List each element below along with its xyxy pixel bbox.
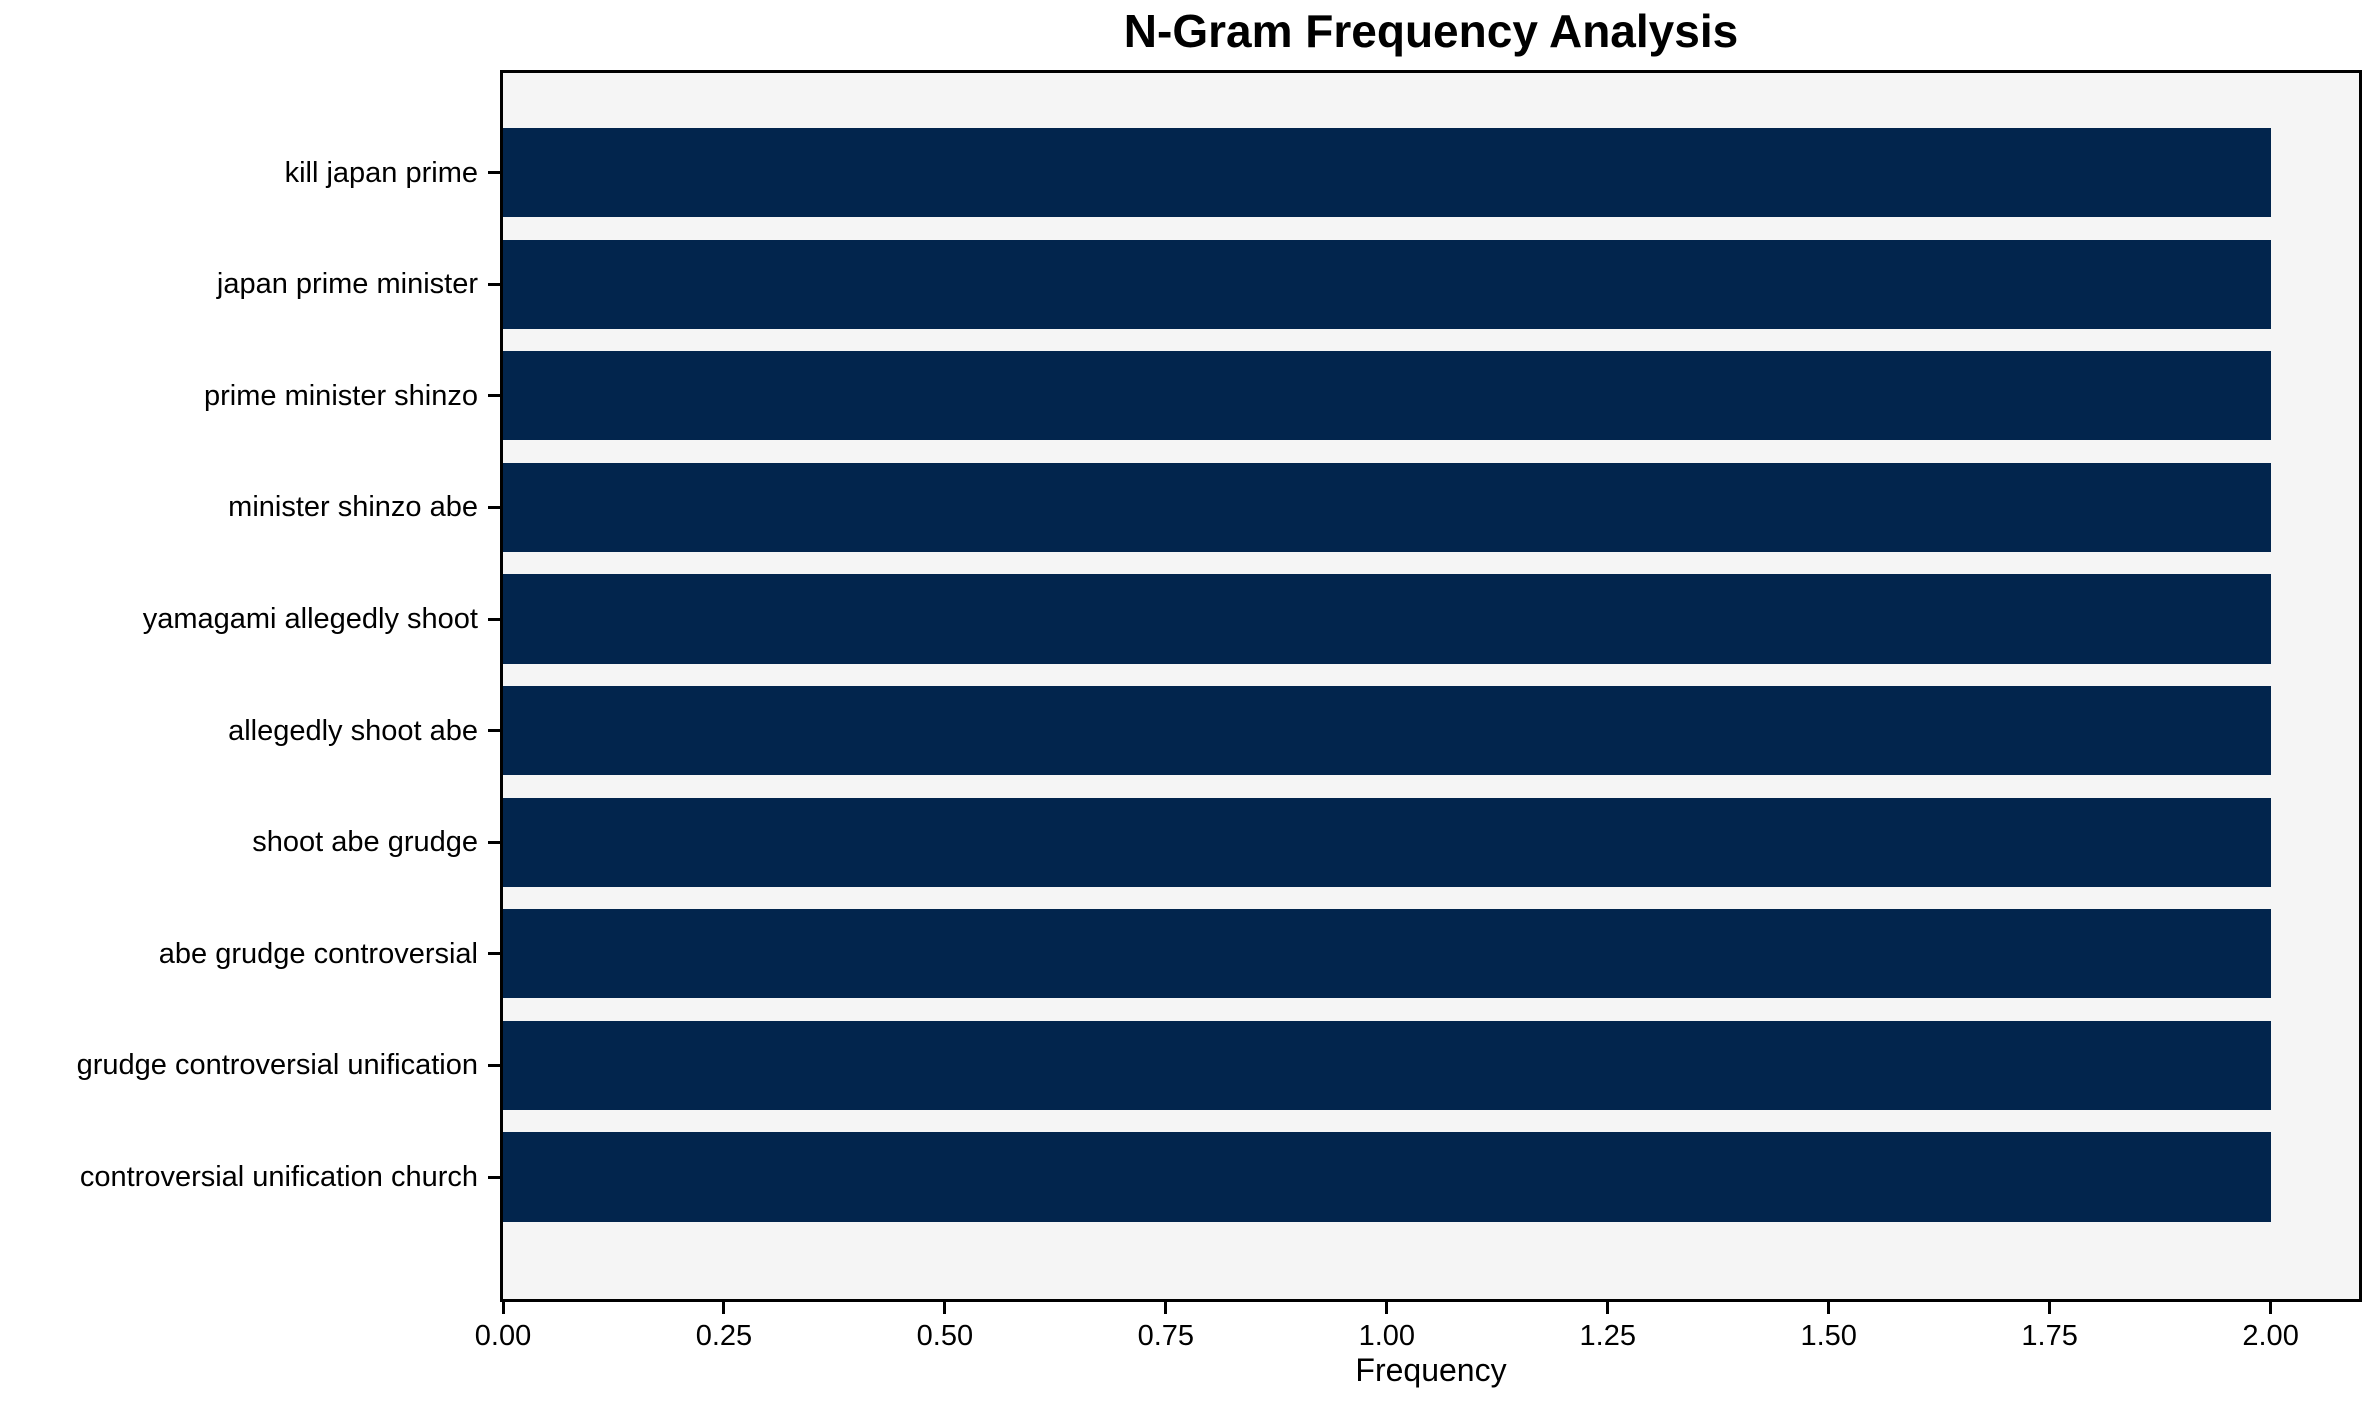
x-tick-mark: [943, 1302, 947, 1314]
bar: [503, 686, 2271, 776]
x-tick-mark: [2269, 1302, 2273, 1314]
x-tick-mark: [1385, 1302, 1389, 1314]
x-tick-mark: [1606, 1302, 1610, 1314]
y-tick-label: japan prime minister: [216, 268, 478, 301]
chart-title: N-Gram Frequency Analysis: [1123, 5, 1739, 57]
y-tick-mark: [488, 1063, 500, 1067]
x-tick-mark: [501, 1302, 505, 1314]
bar: [503, 128, 2271, 218]
y-tick-mark: [488, 505, 500, 509]
x-tick-label: 1.00: [1358, 1320, 1416, 1352]
x-tick-label: 0.00: [474, 1320, 532, 1352]
y-tick-mark: [488, 394, 500, 398]
bar: [503, 797, 2271, 887]
y-tick-mark: [488, 617, 500, 621]
x-tick-mark: [1164, 1302, 1168, 1314]
y-tick-mark: [488, 729, 500, 733]
y-tick-label: grudge controversial unification: [76, 1049, 478, 1082]
bar: [503, 1020, 2271, 1111]
x-tick-mark: [2048, 1302, 2052, 1314]
y-tick-label: prime minister shinzo: [204, 379, 478, 412]
bar: [503, 351, 2271, 441]
y-tick-mark: [488, 952, 500, 956]
x-tick-mark: [1827, 1302, 1831, 1314]
bar: [503, 239, 2271, 329]
x-axis-label: Frequency: [1355, 1352, 1507, 1388]
bar: [503, 574, 2271, 664]
x-tick-label: 1.25: [1579, 1320, 1636, 1352]
bar: [503, 1132, 2271, 1222]
y-tick-label: allegedly shoot abe: [228, 714, 478, 747]
bar: [503, 909, 2271, 999]
y-tick-mark: [488, 1175, 500, 1179]
y-tick-label: kill japan prime: [284, 156, 478, 189]
x-tick-label: 2.00: [2242, 1320, 2299, 1352]
x-tick-label: 0.75: [1137, 1320, 1195, 1352]
bar: [503, 462, 2271, 553]
y-tick-label: minister shinzo abe: [228, 491, 478, 524]
x-tick-label: 0.50: [916, 1320, 974, 1352]
x-tick-label: 1.75: [2021, 1320, 2078, 1352]
y-tick-label: abe grudge controversial: [158, 937, 478, 970]
y-tick-mark: [488, 282, 500, 286]
x-tick-mark: [722, 1302, 726, 1314]
y-tick-label: controversial unification church: [79, 1161, 478, 1194]
y-tick-label: yamagami allegedly shoot: [142, 603, 478, 636]
y-tick-mark: [488, 171, 500, 175]
y-tick-label: shoot abe grudge: [252, 826, 478, 859]
x-tick-label: 1.50: [1800, 1320, 1857, 1352]
x-tick-label: 0.25: [695, 1320, 753, 1352]
y-tick-mark: [488, 840, 500, 844]
